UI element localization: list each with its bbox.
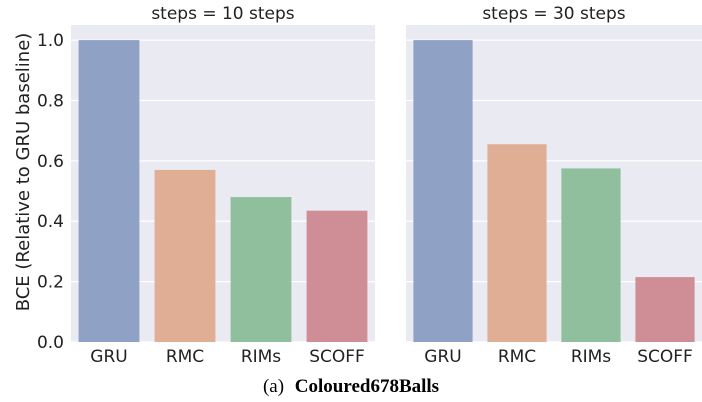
y-tick-label: 0.2 xyxy=(37,273,64,293)
x-tick-label: RMC xyxy=(498,347,536,367)
bar-rmc xyxy=(487,144,547,342)
bar-gru xyxy=(413,40,473,342)
bar-scoff xyxy=(635,277,695,342)
x-tick-label: SCOFF xyxy=(309,347,365,367)
x-tick-label: RIMs xyxy=(571,347,611,367)
x-tick-label: RIMs xyxy=(241,347,281,367)
caption-prefix: (a) xyxy=(263,376,284,397)
x-tick-label: GRU xyxy=(424,347,461,367)
x-tick-label: GRU xyxy=(90,347,127,367)
caption-name: Coloured678Balls xyxy=(295,376,439,397)
bar-rims xyxy=(561,168,621,342)
y-tick-label: 0.0 xyxy=(37,333,64,353)
y-axis-label: BCE (Relative to GRU baseline) xyxy=(13,33,34,312)
y-tick-label: 0.6 xyxy=(37,152,64,172)
panel-title: steps = 30 steps xyxy=(482,4,625,24)
bar-rmc xyxy=(154,169,216,342)
x-tick-label: RMC xyxy=(166,347,204,367)
bar-scoff xyxy=(306,210,368,342)
panel-1: GRU RMC RIMs SCOFF steps = 10 steps 0.0 0.2 0.4… xyxy=(37,4,375,367)
panel-2: GRU RMC RIMs SCOFF steps = 30 steps xyxy=(406,4,702,367)
y-tick-label: 0.4 xyxy=(37,212,64,232)
bar-gru xyxy=(78,40,140,342)
panel-title: steps = 10 steps xyxy=(151,4,294,24)
y-tick-label: 1.0 xyxy=(37,31,64,51)
y-tick-label: 0.8 xyxy=(37,91,64,111)
x-tick-label: SCOFF xyxy=(637,347,693,367)
bar-rims xyxy=(230,197,292,342)
caption: (a) Coloured678Balls xyxy=(263,376,439,397)
